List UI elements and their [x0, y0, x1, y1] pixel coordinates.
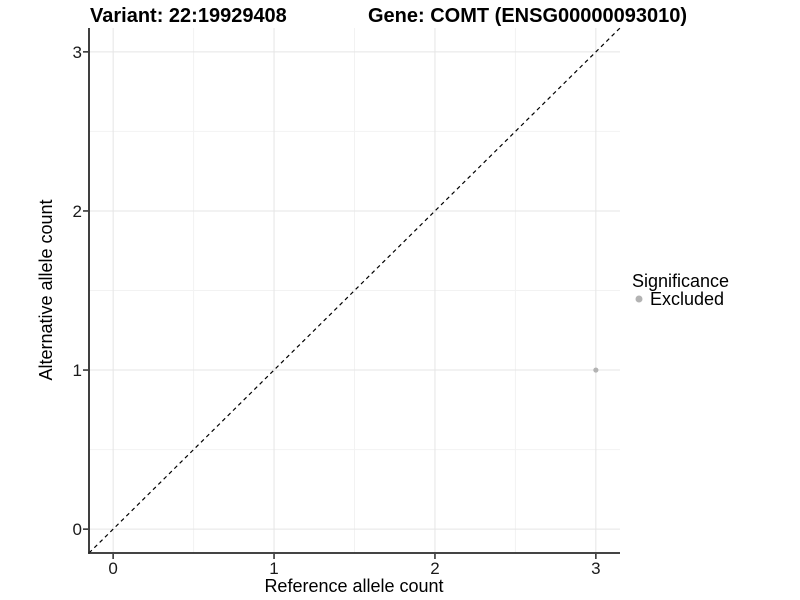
y-tick-label: 3 — [73, 43, 82, 62]
data-points — [593, 367, 599, 373]
legend: Significance Excluded — [632, 271, 729, 309]
data-point-excluded — [593, 367, 599, 373]
y-tick-label: 2 — [73, 202, 82, 221]
y-tick-label: 0 — [73, 520, 82, 539]
x-tick-label: 1 — [269, 559, 278, 578]
gridlines-major — [89, 28, 620, 553]
x-axis-ticks: 0 1 2 3 — [108, 554, 601, 578]
x-axis-title: Reference allele count — [264, 576, 443, 596]
legend-title: Significance — [632, 271, 729, 291]
gene-title: Gene: COMT (ENSG00000093010) — [368, 5, 687, 27]
y-axis-title: Alternative allele count — [36, 199, 56, 380]
y-tick-label: 1 — [73, 361, 82, 380]
x-tick-label: 3 — [591, 559, 600, 578]
variant-title: Variant: 22:19929408 — [90, 5, 287, 27]
x-tick-label: 0 — [108, 559, 117, 578]
legend-key-circle-icon — [635, 295, 643, 303]
legend-item-label: Excluded — [650, 289, 724, 309]
y-axis-ticks: 0 1 2 3 — [73, 43, 88, 539]
x-tick-label: 2 — [430, 559, 439, 578]
gridlines-minor — [89, 28, 620, 553]
